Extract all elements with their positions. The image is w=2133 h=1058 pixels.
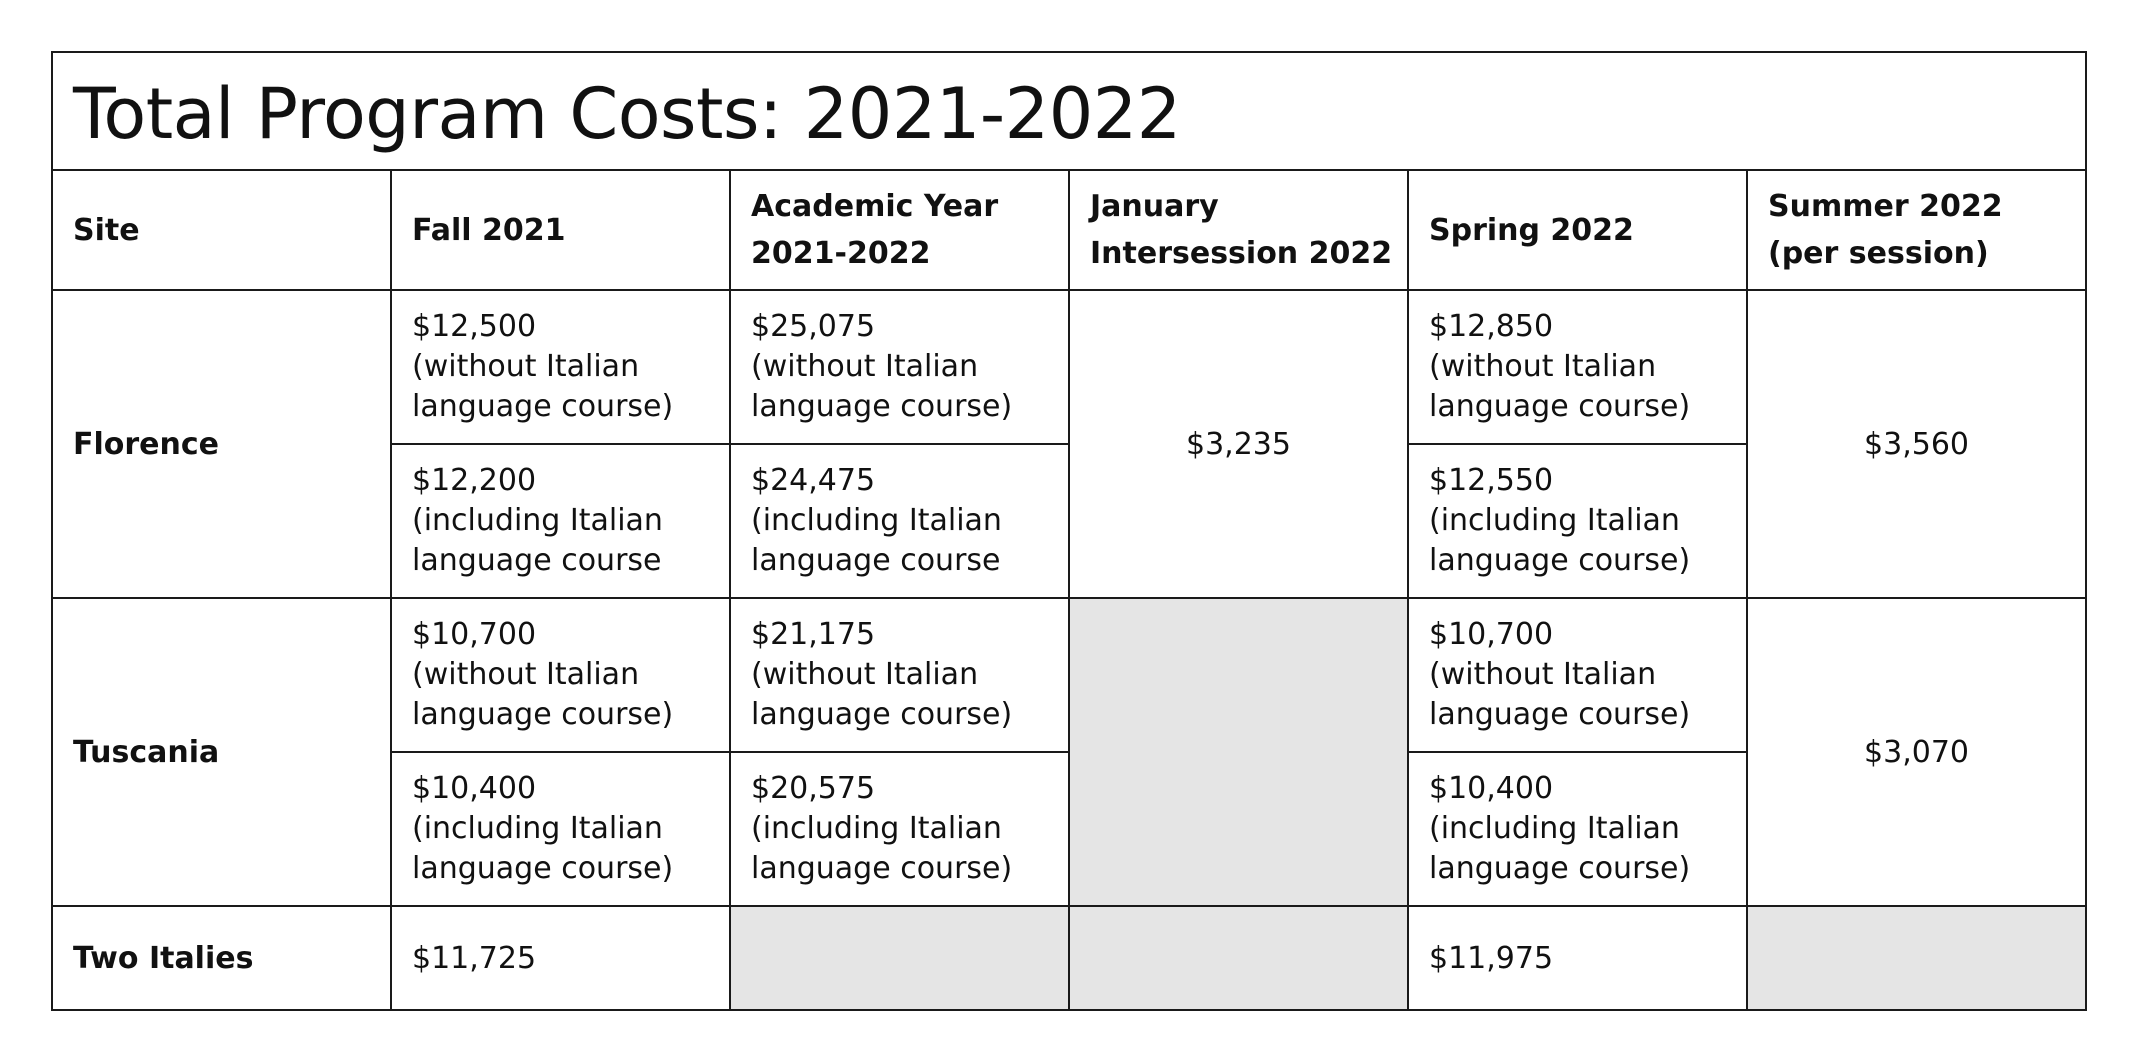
site-two-italies: Two Italies: [51, 905, 392, 1011]
title-row: Total Program Costs: 2021-2022: [50, 51, 2088, 171]
header-fall-2021: Fall 2021: [390, 169, 731, 291]
header-summer-line: Summer 2022: [1768, 189, 2003, 224]
price-amount: $12,200: [412, 463, 537, 498]
price-amount: $10,700: [1429, 617, 1554, 652]
site-tuscania: Tuscania: [51, 597, 392, 907]
header-academic-year-line: 2021-2022: [751, 236, 931, 271]
price-note: language course): [1429, 851, 1691, 886]
price-note: (without Italian: [412, 349, 640, 384]
price-amount: $10,400: [412, 771, 537, 806]
price-amount: $21,175: [751, 617, 876, 652]
price-note: language course): [751, 851, 1013, 886]
price-note: (including Italian: [1429, 503, 1680, 538]
header-spring-2022: Spring 2022: [1407, 169, 1748, 291]
site-florence: Florence: [51, 289, 392, 599]
two-italies-academic-unavailable-cell: [729, 905, 1070, 1011]
two-italies-fall-cell: $11,725: [390, 905, 731, 1011]
price-note: (without Italian: [1429, 657, 1657, 692]
florence-january-cell: $3,235: [1068, 289, 1409, 599]
header-site: Site: [51, 169, 392, 291]
florence-spring-without-cell: $12,850 (without Italian language course…: [1407, 289, 1748, 445]
tuscania-spring-without-cell: $10,700 (without Italian language course…: [1407, 597, 1748, 753]
price-note: (including Italian: [751, 503, 1002, 538]
two-italies-january-unavailable-cell: [1068, 905, 1409, 1011]
florence-spring-including-cell: $12,550 (including Italian language cour…: [1407, 443, 1748, 599]
header-january: January Intersession 2022: [1068, 169, 1409, 291]
price-note: language course): [751, 697, 1013, 732]
tuscania-fall-without-cell: $10,700 (without Italian language course…: [390, 597, 731, 753]
tuscania-row-including: $10,400 (including Italian language cour…: [52, 751, 2086, 907]
price-note: language course: [751, 543, 1001, 578]
tuscania-january-unavailable-cell: [1068, 597, 1409, 907]
price-note: (including Italian: [1429, 811, 1680, 846]
price-amount: $24,475: [751, 463, 876, 498]
price-note: (including Italian: [412, 503, 663, 538]
price-note: language course): [751, 389, 1013, 424]
header-academic-year: Academic Year 2021-2022: [729, 169, 1070, 291]
price-note: language course): [1429, 697, 1691, 732]
table-title: Total Program Costs: 2021-2022: [50, 51, 2088, 171]
tuscania-academic-without-cell: $21,175 (without Italian language course…: [729, 597, 1070, 753]
header-summer-line: (per session): [1768, 236, 1989, 271]
price-note: (including Italian: [412, 811, 663, 846]
tuscania-fall-including-cell: $10,400 (including Italian language cour…: [390, 751, 731, 907]
price-note: language course): [412, 697, 674, 732]
price-amount: $12,850: [1429, 309, 1554, 344]
tuscania-academic-including-cell: $20,575 (including Italian language cour…: [729, 751, 1070, 907]
price-note: language course): [1429, 543, 1691, 578]
florence-row-including: $12,200 (including Italian language cour…: [52, 443, 2086, 599]
price-note: (without Italian: [412, 657, 640, 692]
tuscania-spring-including-cell: $10,400 (including Italian language cour…: [1407, 751, 1748, 907]
price-amount: $25,075: [751, 309, 876, 344]
price-amount: $12,550: [1429, 463, 1554, 498]
price-note: language course: [412, 543, 662, 578]
two-italies-spring-cell: $11,975: [1407, 905, 1748, 1011]
header-january-line: January: [1090, 189, 1219, 224]
header-row: Site Fall 2021 Academic Year 2021-2022 J…: [51, 169, 2088, 291]
florence-academic-without-cell: $25,075 (without Italian language course…: [729, 289, 1070, 445]
price-note: (without Italian: [751, 657, 979, 692]
tuscania-summer-cell: $3,070: [1745, 597, 2088, 907]
florence-academic-including-cell: $24,475 (including Italian language cour…: [729, 443, 1070, 599]
florence-row-without: Florence $12,500 (without Italian langua…: [51, 289, 2088, 599]
price-amount: $20,575: [751, 771, 876, 806]
tuscania-row-without: Tuscania $10,700 (without Italian langua…: [51, 597, 2088, 907]
header-january-line: Intersession 2022: [1090, 236, 1393, 271]
price-note: (including Italian: [751, 811, 1002, 846]
price-note: (without Italian: [751, 349, 979, 384]
price-amount: $12,500: [412, 309, 537, 344]
price-amount: $10,700: [412, 617, 537, 652]
florence-fall-including-cell: $12,200 (including Italian language cour…: [390, 443, 731, 599]
florence-fall-without-cell: $12,500 (without Italian language course…: [390, 289, 731, 445]
price-note: language course): [412, 389, 674, 424]
price-note: (without Italian: [1429, 349, 1657, 384]
price-note: language course): [1429, 389, 1691, 424]
header-academic-year-line: Academic Year: [751, 189, 999, 224]
header-summer-2022: Summer 2022 (per session): [1745, 169, 2088, 291]
price-note: language course): [412, 851, 674, 886]
price-amount: $10,400: [1429, 771, 1554, 806]
florence-summer-cell: $3,560: [1745, 289, 2088, 599]
two-italies-row: Two Italies $11,725 $11,975: [51, 905, 2088, 1011]
program-costs-table: Total Program Costs: 2021-2022 Site Fall…: [50, 51, 2088, 1011]
two-italies-summer-unavailable-cell: [1745, 905, 2088, 1011]
